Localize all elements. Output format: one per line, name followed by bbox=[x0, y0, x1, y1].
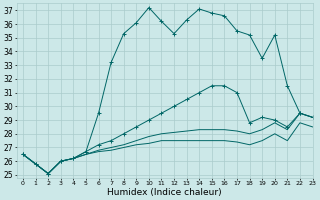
X-axis label: Humidex (Indice chaleur): Humidex (Indice chaleur) bbox=[107, 188, 222, 197]
